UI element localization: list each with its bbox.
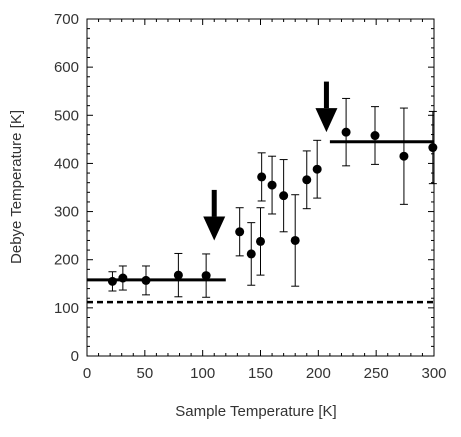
data-point	[370, 131, 380, 141]
axis-ticks	[86, 18, 435, 357]
y-tick-label: 300	[54, 204, 79, 221]
data-point	[201, 271, 211, 281]
y-tick-label: 100	[54, 300, 79, 317]
data-point	[246, 249, 256, 259]
x-tick-labels: 0 50 100 150 200 250 300	[83, 365, 447, 382]
x-tick-label: 100	[190, 365, 215, 382]
data-point	[279, 191, 289, 201]
arrow-head	[203, 216, 226, 241]
y-tick-label: 0	[71, 348, 79, 365]
data-point	[302, 175, 312, 185]
arrow-head	[315, 108, 338, 133]
data-point	[290, 235, 300, 245]
data-point	[235, 227, 245, 237]
y-axis-label: Debye Temperature [K]	[8, 110, 25, 264]
x-tick-label: 250	[364, 365, 389, 382]
error-bars	[108, 97, 437, 298]
data-point	[118, 273, 128, 283]
x-tick-label: 300	[421, 365, 446, 382]
annotation-arrows	[203, 81, 338, 241]
arrow-shaft	[323, 81, 329, 109]
data-point	[141, 275, 151, 285]
data-point	[399, 151, 409, 161]
y-tick-label: 200	[54, 252, 79, 269]
data-point	[341, 127, 351, 137]
data-point	[256, 236, 265, 246]
y-tick-label: 500	[54, 107, 79, 124]
y-tick-label: 700	[54, 11, 79, 28]
x-axis-label: Sample Temperature [K]	[175, 403, 336, 420]
data-point	[312, 164, 322, 174]
x-tick-label: 200	[306, 365, 331, 382]
data-point	[428, 143, 438, 153]
y-tick-label: 600	[54, 59, 79, 76]
data-points	[107, 127, 438, 286]
x-tick-label: 150	[248, 365, 273, 382]
plot-area-frame	[86, 18, 435, 357]
x-tick-label: 0	[83, 365, 91, 382]
y-tick-label: 400	[54, 155, 79, 172]
data-point	[257, 172, 267, 182]
data-point	[107, 276, 117, 286]
data-point	[173, 270, 183, 280]
y-tick-labels: 0 100 200 300 400 500 600 700	[54, 11, 79, 365]
x-tick-label: 50	[136, 365, 153, 382]
arrow-shaft	[211, 189, 217, 217]
data-point	[267, 180, 277, 190]
